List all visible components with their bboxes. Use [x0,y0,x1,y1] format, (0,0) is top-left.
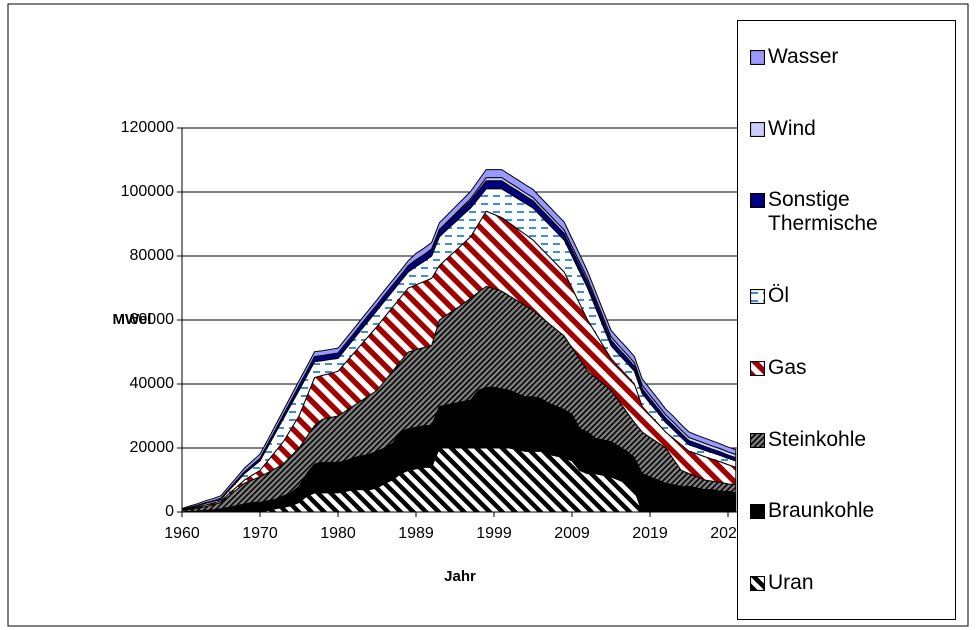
area [181,169,737,511]
y-tick-label: 100000 [121,183,174,200]
x-axis-label: Jahr [444,568,476,585]
y-tick-label: 20000 [130,439,175,456]
legend-entry: Wasser [750,45,955,69]
legend-swatch [750,193,765,209]
x-tick-label: 1980 [320,525,356,542]
legend-entry: Sonstige Thermische [750,188,955,236]
legend-swatch [750,49,765,65]
legend-swatch-box [750,576,765,592]
x-tick-label: 1999 [476,525,512,542]
legend-entry: Gas [750,356,955,380]
legend-entry: Öl [750,284,955,308]
x-tick-label: 1989 [398,525,434,542]
legend-label: Sonstige Thermische [768,188,878,236]
x-tick-label: 1970 [242,525,278,542]
legend-label: Uran [768,571,814,595]
legend-label: Öl [768,284,789,308]
legend-label: Steinkohle [768,427,867,451]
legend-swatch [750,121,765,137]
x-tick-label: 2019 [632,525,668,542]
y-tick-label: 120000 [121,119,174,136]
legend-label: Wasser [768,44,839,68]
legend-swatch-box [750,49,765,65]
x-tick-label: 2029 [710,525,746,542]
legend-swatch-box [750,121,765,137]
legend: Wasser Wind Sonstige Thermische Öl Gas Steink… [737,20,956,620]
y-tick-label: 0 [165,503,174,520]
legend-label: Gas [768,355,807,379]
legend-entry: Wind [750,117,955,141]
legend-swatch [750,360,765,376]
x-tick-label: 1960 [164,525,200,542]
legend-swatch [750,576,765,592]
legend-label: Braunkohle [768,499,875,523]
legend-swatch [750,432,765,448]
x-tick-label: 2009 [554,525,590,542]
legend-entry: Braunkohle [750,499,955,523]
legend-swatch-box [750,360,765,376]
legend-entry: Uran [750,571,955,595]
legend-entry: Steinkohle [750,428,955,452]
legend-swatch-box [750,193,765,209]
legend-swatch [750,504,765,520]
legend-label: Wind [768,116,816,140]
y-tick-label: 40000 [130,375,175,392]
legend-swatch [750,289,765,305]
legend-swatch-box [750,432,765,448]
y-axis-label: MWel [113,311,152,328]
legend-swatch-box [750,289,765,305]
y-tick-label: 60000 [130,311,175,328]
legend-swatch-box [750,504,765,520]
y-tick-label: 80000 [130,247,175,264]
